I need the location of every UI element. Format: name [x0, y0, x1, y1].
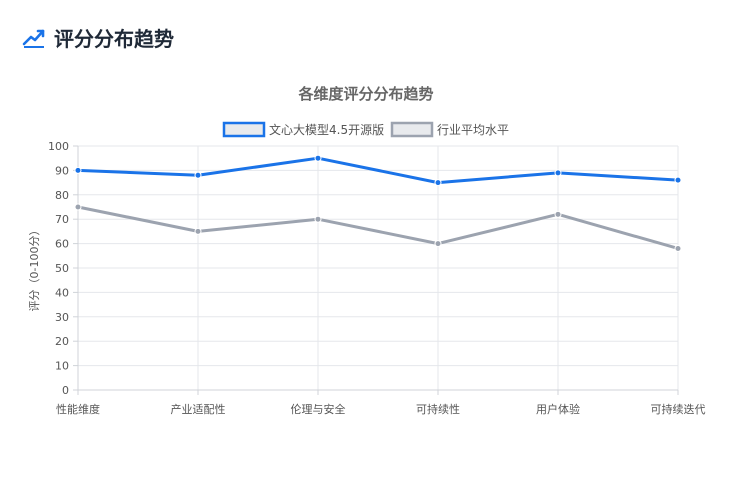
y-tick-label: 40 [55, 286, 69, 299]
legend-swatch [222, 121, 266, 138]
legend: 文心大模型4.5开源版 行业平均水平 [222, 121, 509, 138]
data-point [194, 171, 202, 179]
x-tick-label: 可持续性 [416, 402, 460, 416]
x-tick-label: 用户体验 [536, 402, 580, 416]
y-tick-label: 80 [55, 189, 69, 202]
data-point [674, 244, 682, 252]
y-tick-label: 20 [55, 335, 69, 348]
trend-line-icon [22, 29, 45, 48]
data-point [674, 176, 682, 184]
series-line-2 [76, 205, 680, 250]
y-tick-label: 10 [55, 360, 69, 373]
y-tick-label: 30 [55, 311, 69, 324]
chart-title: 各维度评分分布趋势 [297, 85, 433, 103]
x-tick-label: 可持续迭代 [651, 402, 706, 416]
data-point [554, 210, 562, 218]
x-tick-label: 伦理与安全 [291, 402, 346, 416]
y-tick-label: 70 [55, 213, 69, 226]
card-header: 评分分布趋势 [22, 22, 174, 52]
x-tick-label: 性能维度 [56, 402, 100, 416]
data-point [194, 227, 202, 235]
y-tick-label: 50 [55, 262, 69, 275]
data-point [314, 215, 322, 223]
y-axis-label: 评分（0-100分） [28, 225, 41, 312]
y-tick-label: 0 [62, 384, 69, 397]
series-line-1 [76, 156, 680, 185]
data-point [74, 203, 82, 211]
y-tick-label: 100 [48, 140, 69, 153]
data-point [74, 166, 82, 174]
data-point [434, 240, 442, 248]
legend-label: 行业平均水平 [437, 123, 509, 137]
data-point [554, 169, 562, 177]
x-tick-label: 产业适配性 [171, 402, 226, 416]
page-title: 评分分布趋势 [54, 26, 174, 51]
data-point [434, 179, 442, 187]
legend-label: 文心大模型4.5开源版 [269, 122, 384, 137]
data-point [314, 154, 322, 162]
y-tick-label: 90 [55, 164, 69, 177]
y-tick-label: 60 [55, 238, 69, 251]
legend-swatch [390, 121, 434, 138]
